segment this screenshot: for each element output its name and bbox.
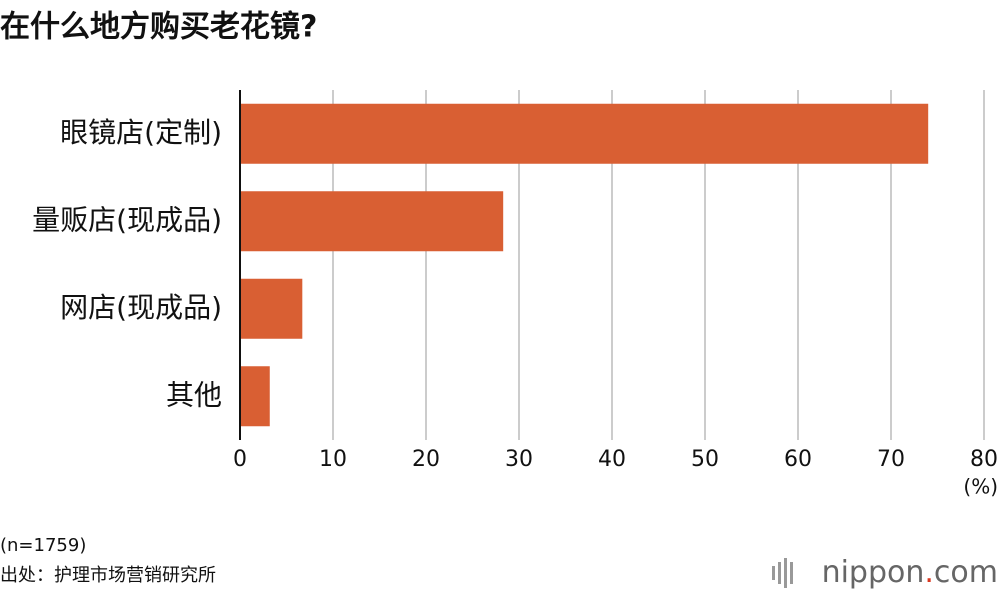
bar: [240, 191, 504, 252]
x-tick-label: 70: [877, 447, 905, 472]
unit-label: (%): [963, 475, 998, 499]
x-tick-label: 10: [319, 447, 347, 472]
logo-icon: [772, 558, 793, 588]
y-tick-label: 量贩店(现成品): [32, 203, 222, 236]
logo-name: nippon: [822, 555, 925, 590]
x-tick-label: 80: [970, 447, 998, 472]
x-tick-label: 20: [412, 447, 440, 472]
logo-tld: com: [934, 555, 998, 590]
x-tick-label: 50: [691, 447, 719, 472]
source: 出处：护理市场营销研究所: [0, 565, 216, 586]
bar: [240, 103, 929, 164]
logo-dot: .: [924, 555, 934, 590]
chart-title: 在什么地方购买老花镜?: [0, 10, 317, 45]
y-tick-label: 眼镜店(定制): [60, 116, 222, 149]
x-tick-label: 40: [598, 447, 626, 472]
x-tick-label: 30: [505, 447, 533, 472]
x-tick-label: 60: [784, 447, 812, 472]
note: (n=1759): [0, 535, 86, 556]
y-tick-label: 其他: [166, 378, 222, 411]
logo: nippon.com: [822, 555, 998, 590]
y-tick-label: 网店(现成品): [60, 291, 222, 324]
bar: [240, 366, 270, 427]
x-tick-label: 0: [233, 447, 247, 472]
bar: [240, 278, 303, 339]
